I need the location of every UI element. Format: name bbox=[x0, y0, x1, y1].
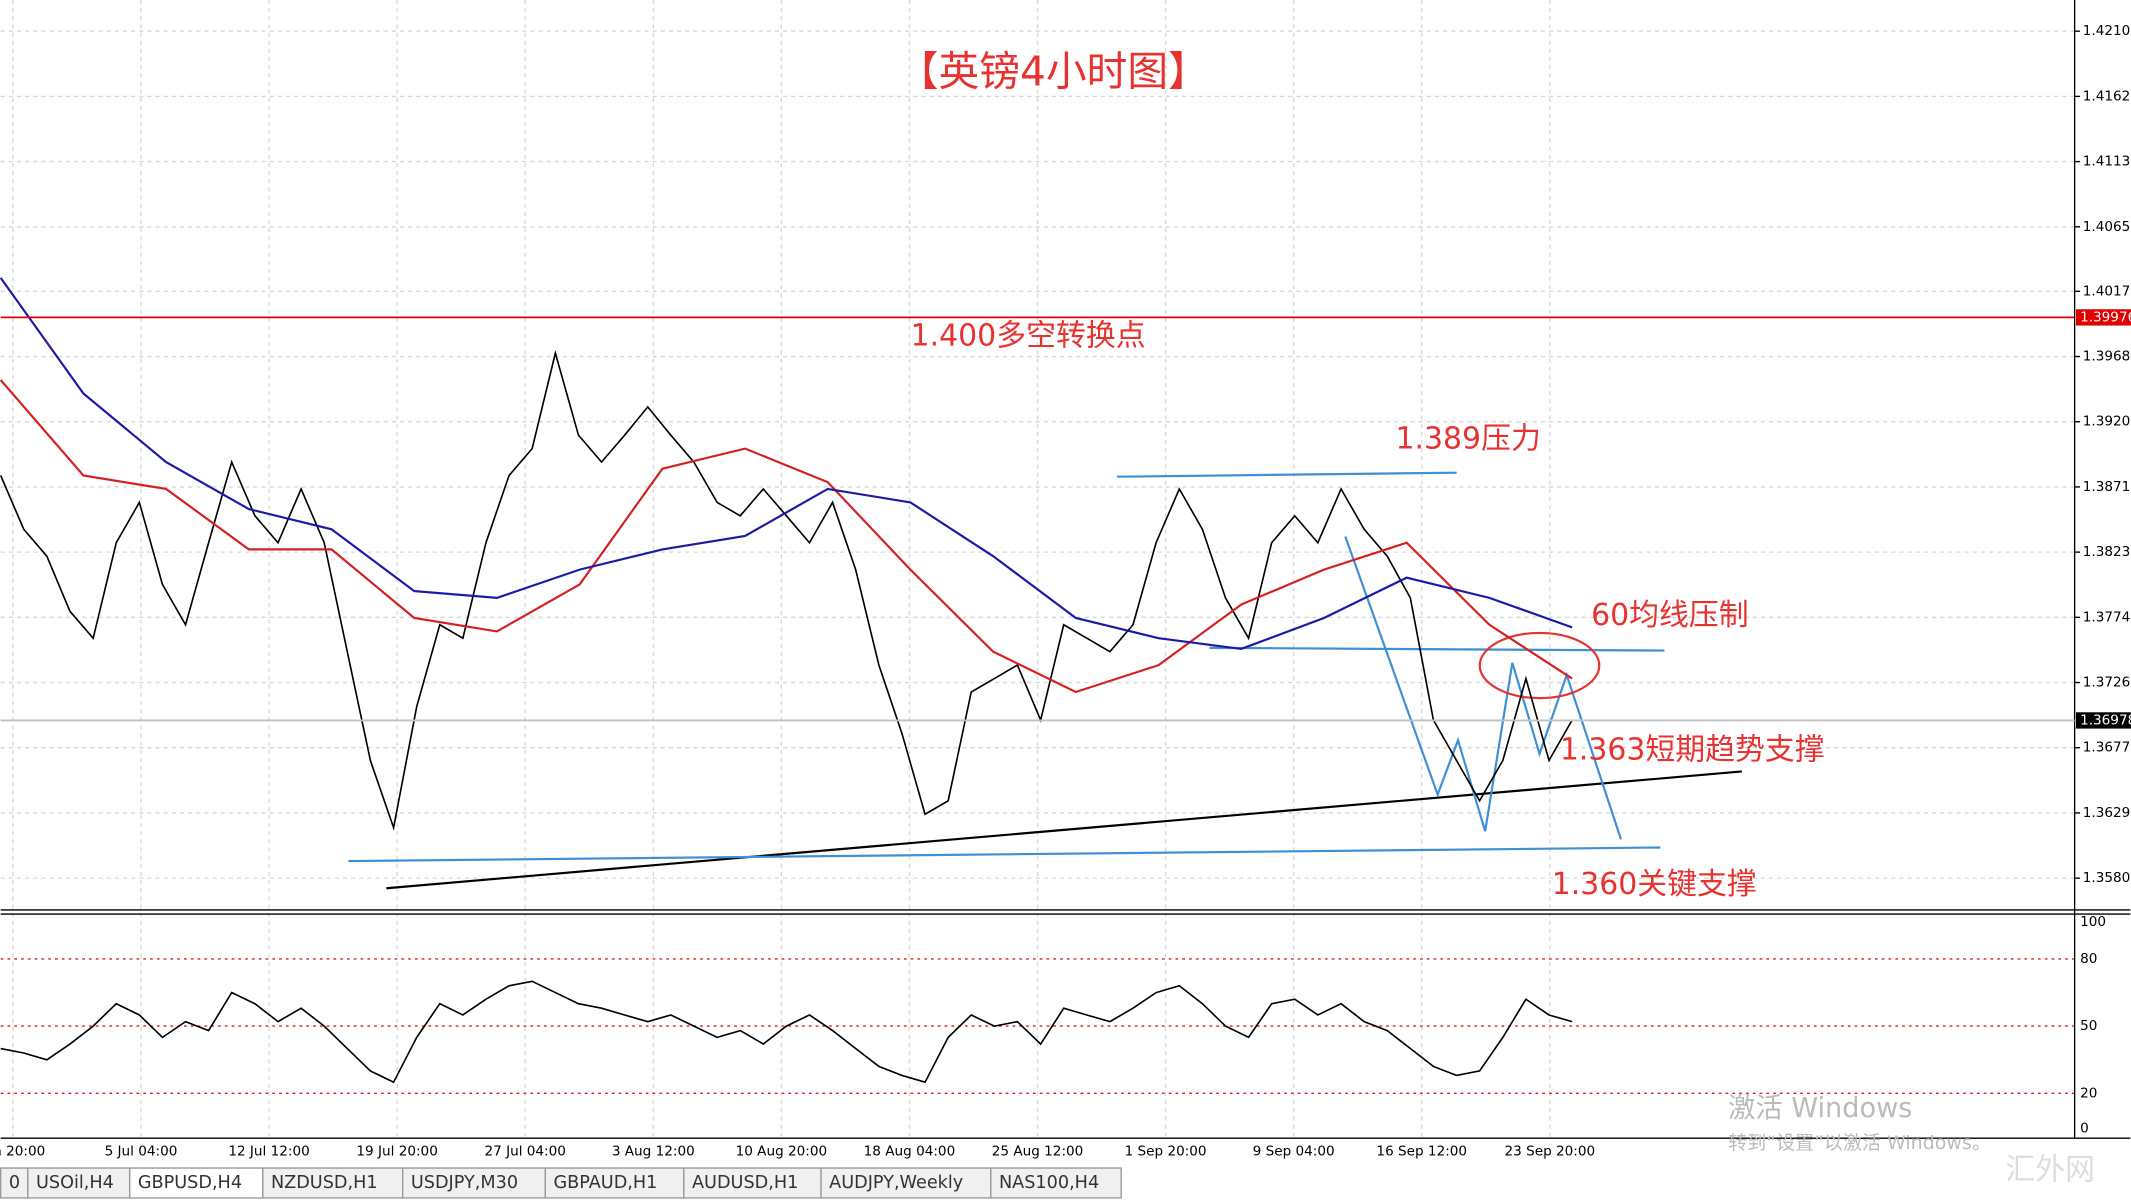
y-tick-label: 1.41620 bbox=[2083, 88, 2131, 104]
x-tick-label: 18 Aug 04:00 bbox=[864, 1144, 956, 1160]
tab[interactable] bbox=[544, 1167, 685, 1199]
y-tick-label: 1.40650 bbox=[2083, 219, 2131, 235]
y-tick-label: 1.36775 bbox=[2083, 740, 2131, 756]
plot bbox=[0, 277, 1573, 1084]
price-label-box bbox=[2075, 309, 2131, 326]
series-line bbox=[0, 277, 1573, 651]
tab-label[interactable]: GBPAUD,H1 bbox=[553, 1173, 657, 1193]
y-tick-label: 0 bbox=[2080, 1121, 2089, 1137]
tab-label[interactable]: AUDJPY,Weekly bbox=[829, 1173, 963, 1193]
series-line bbox=[0, 349, 1573, 831]
chart-title: 【英镑4小时图】 bbox=[898, 48, 1209, 96]
y-tick-label: 1.37745 bbox=[2083, 609, 2131, 625]
y-tick-label: 1.41135 bbox=[2083, 154, 2131, 170]
y-tick-label: 1.38230 bbox=[2083, 544, 2131, 560]
watermark: 转到“设置”以激活 Windows。 bbox=[1728, 1132, 1991, 1154]
x-tick-label: 25 Aug 12:00 bbox=[992, 1144, 1084, 1160]
tab-label[interactable]: GBPUSD,H4 bbox=[138, 1173, 242, 1193]
x-tick-label: 9 Sep 04:00 bbox=[1253, 1144, 1335, 1160]
tab[interactable] bbox=[402, 1167, 546, 1199]
y-tick-label: 1.40170 bbox=[2083, 283, 2131, 299]
price-label: 1.36978 bbox=[2080, 712, 2131, 728]
series-line bbox=[0, 980, 1573, 1084]
y-tick-label: 100 bbox=[2080, 914, 2106, 930]
y-tick-label: 50 bbox=[2080, 1018, 2097, 1034]
series-line bbox=[0, 379, 1573, 694]
annotation: 1.389压力 bbox=[1396, 422, 1541, 457]
price-label-box bbox=[2075, 712, 2131, 729]
annotation: 1.360关键支撑 bbox=[1552, 867, 1757, 902]
resistance-line bbox=[1209, 646, 1665, 652]
tab-label[interactable]: NAS100,H4 bbox=[999, 1173, 1099, 1193]
y-tick-label: 1.42105 bbox=[2083, 23, 2131, 39]
x-tick-label: 12 Jul 12:00 bbox=[228, 1144, 309, 1160]
watermark: 激活 Windows bbox=[1728, 1093, 1912, 1124]
tab-label[interactable]: USOil,H4 bbox=[36, 1173, 114, 1193]
tab[interactable] bbox=[990, 1167, 1122, 1199]
annotation: 1.400多空转换点 bbox=[911, 318, 1146, 353]
y-tick-label: 20 bbox=[2080, 1085, 2097, 1101]
x-tick-label: 5 Jul 04:00 bbox=[105, 1144, 178, 1160]
projection-path bbox=[1344, 536, 1623, 840]
y-tick-label: 80 bbox=[2080, 951, 2097, 967]
annotation: 1.363短期趋势支撑 bbox=[1560, 733, 1825, 768]
tab[interactable] bbox=[683, 1167, 822, 1199]
tab-label[interactable]: 0 bbox=[9, 1173, 20, 1193]
x-tick-label: 10 Aug 20:00 bbox=[736, 1144, 828, 1160]
price-label: 1.39976 bbox=[2080, 309, 2131, 325]
tab[interactable] bbox=[129, 1167, 264, 1199]
x-tick-label: 27 Jul 04:00 bbox=[484, 1144, 565, 1160]
grid bbox=[0, 0, 2075, 1139]
watermark: 汇外网 bbox=[2005, 1152, 2095, 1187]
y-tick-label: 1.38715 bbox=[2083, 479, 2131, 495]
x-tick-label: 19 Jul 20:00 bbox=[356, 1144, 437, 1160]
drawings bbox=[348, 471, 1742, 890]
y-tick-label: 1.35805 bbox=[2083, 870, 2131, 886]
x-tick-label: 1 Sep 20:00 bbox=[1125, 1144, 1207, 1160]
x-tick-label: Jun 20:00 bbox=[0, 1144, 45, 1160]
highlight-circle bbox=[1478, 631, 1601, 700]
tab[interactable] bbox=[820, 1167, 992, 1199]
x-tick-label: 23 Sep 20:00 bbox=[1505, 1144, 1596, 1160]
support-line bbox=[348, 846, 1661, 863]
tab[interactable] bbox=[0, 1167, 29, 1199]
annotation: 60均线压制 bbox=[1591, 598, 1749, 633]
y-tick-label: 1.39685 bbox=[2083, 349, 2131, 365]
tab-label[interactable]: USDJPY,M30 bbox=[411, 1173, 518, 1193]
x-tick-label: 3 Aug 12:00 bbox=[612, 1144, 695, 1160]
tab-label[interactable]: AUDUSD,H1 bbox=[692, 1173, 798, 1193]
resistance-line bbox=[1117, 471, 1457, 478]
x-tick-label: 16 Sep 12:00 bbox=[1376, 1144, 1467, 1160]
tab-label[interactable]: NZDUSD,H1 bbox=[271, 1173, 378, 1193]
y-tick-label: 1.39200 bbox=[2083, 414, 2131, 430]
trend-line bbox=[386, 770, 1742, 890]
y-tick-label: 1.36290 bbox=[2083, 805, 2131, 821]
y-tick-label: 1.37260 bbox=[2083, 675, 2131, 691]
tab[interactable] bbox=[262, 1167, 404, 1199]
